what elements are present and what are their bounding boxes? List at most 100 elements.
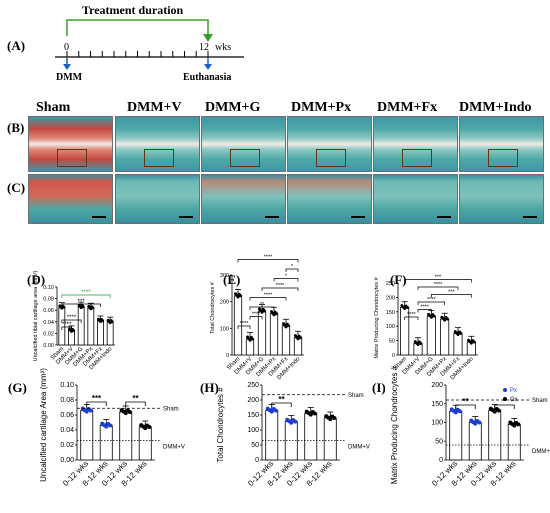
y-axis-label: Total Chondrocytes # xyxy=(210,281,216,334)
significance-stars: **** xyxy=(264,255,273,261)
significance-stars: **** xyxy=(240,321,249,327)
significance-stars: ** xyxy=(132,394,139,403)
significance-stars: ** xyxy=(260,302,265,308)
significance-bracket xyxy=(249,297,287,301)
significance-stars: **** xyxy=(407,312,416,318)
significance-bracket xyxy=(285,268,299,272)
y-tick-label: 0 xyxy=(226,353,229,359)
data-point xyxy=(286,324,290,328)
region-of-interest-box xyxy=(230,149,260,167)
significance-stars: **** xyxy=(427,297,436,303)
data-point xyxy=(432,314,436,318)
significance-bracket xyxy=(249,316,263,320)
significance-stars: **** xyxy=(62,322,72,328)
panel-letter-d: (D) xyxy=(27,272,46,287)
bar xyxy=(265,410,279,461)
legend-label-px: Px xyxy=(510,388,517,394)
significance-bracket xyxy=(61,326,72,330)
histology-overview-tile xyxy=(459,116,544,172)
y-tick-label: 0 xyxy=(439,457,443,464)
y-tick-label: 0 xyxy=(392,353,395,359)
data-point xyxy=(272,313,276,317)
y-tick-label: 100 xyxy=(431,420,443,427)
dmm-arrowhead xyxy=(63,64,71,70)
y-tick-label: 0 xyxy=(255,457,259,464)
legend-marker-px xyxy=(503,388,507,392)
sham-reference-label: Sham xyxy=(163,406,179,412)
group-label-sham: Sham xyxy=(36,100,71,115)
data-point xyxy=(147,425,152,429)
y-tick-label: 300 xyxy=(220,273,229,279)
group-label-dmm-fx: DMM+Fx xyxy=(377,100,438,115)
y-tick-label: 150 xyxy=(431,401,443,408)
scale-bar xyxy=(265,216,279,218)
significance-stars: **** xyxy=(264,293,273,299)
y-tick-label: 0.04 xyxy=(43,320,54,326)
legend-label-gx: Gx xyxy=(510,397,518,403)
significance-stars: **** xyxy=(252,312,261,318)
chart-f: 0 50 100 150 200 250 Matrix Producing Chondroc… xyxy=(374,275,478,381)
data-point xyxy=(443,318,447,322)
significance-bracket xyxy=(494,404,515,409)
region-of-interest-box xyxy=(57,149,87,167)
start-tick-label: 0 xyxy=(64,42,69,53)
bar xyxy=(304,413,318,461)
bar xyxy=(269,313,279,356)
data-point xyxy=(469,341,473,345)
significance-stars: * xyxy=(291,264,294,270)
significance-bracket xyxy=(430,294,472,298)
significance-stars: **** xyxy=(67,315,77,321)
y-axis-label: Matrix Producing Chondrocytes # xyxy=(390,365,399,484)
treatment-duration-label: Treatment duration xyxy=(82,3,184,17)
data-point xyxy=(312,411,317,416)
euthanasia-arrowhead xyxy=(204,64,212,70)
y-tick-label: 0.06 xyxy=(60,412,74,419)
significance-stars: **** xyxy=(276,283,285,289)
sham-reference-label: Sham xyxy=(532,398,548,404)
bar xyxy=(488,410,502,461)
significance-bracket xyxy=(404,279,472,283)
significance-stars: **** xyxy=(81,290,91,296)
bar xyxy=(426,315,436,356)
data-point xyxy=(273,408,278,413)
significance-bracket xyxy=(404,316,419,320)
y-tick-label: 200 xyxy=(220,300,229,306)
y-tick-label: 0.10 xyxy=(43,285,54,291)
y-axis-label: Uncalcified cartilage Area (mm²) xyxy=(39,368,48,482)
data-point xyxy=(416,343,420,347)
significance-bracket xyxy=(417,286,459,290)
histology-overview-tile xyxy=(287,116,372,172)
significance-stars: **** xyxy=(434,282,443,288)
significance-stars: *** xyxy=(92,394,102,403)
histology-zoom-tile xyxy=(201,174,286,224)
bar xyxy=(440,318,450,356)
data-point xyxy=(108,423,113,428)
timeline-ticks xyxy=(66,51,209,57)
y-tick-label: 50 xyxy=(389,339,395,345)
data-point xyxy=(71,329,75,332)
panel-letter-g: (G) xyxy=(8,380,27,395)
dmm-event-label: DMM xyxy=(56,72,83,83)
y-tick-label: 200 xyxy=(431,382,443,389)
group-label-dmm-v: DMM+V xyxy=(127,100,182,115)
treatment-bracket xyxy=(66,19,209,38)
y-axis-label: Uncalcified tibial cartilage area (mm²) xyxy=(33,270,39,361)
y-tick-label: 0.02 xyxy=(43,331,54,337)
y-tick-label: 200 xyxy=(386,295,395,301)
y-tick-label: 150 xyxy=(386,310,395,316)
data-point xyxy=(429,315,433,319)
y-tick-label: 0.00 xyxy=(43,343,54,349)
data-point xyxy=(456,332,460,336)
y-tick-label: 0.02 xyxy=(60,442,74,449)
end-tick-label: 12 xyxy=(199,42,209,53)
data-point xyxy=(459,331,463,335)
y-tick-label: 250 xyxy=(386,281,395,287)
significance-bracket xyxy=(273,278,299,282)
bar xyxy=(323,417,337,461)
dmm-v-reference-label: DMM+V xyxy=(348,445,370,451)
histology-zoom-tile xyxy=(287,174,372,224)
bar xyxy=(99,425,113,461)
y-tick-label: 0.08 xyxy=(43,297,54,303)
data-point xyxy=(127,410,132,414)
y-tick-label: 0.06 xyxy=(43,308,54,314)
